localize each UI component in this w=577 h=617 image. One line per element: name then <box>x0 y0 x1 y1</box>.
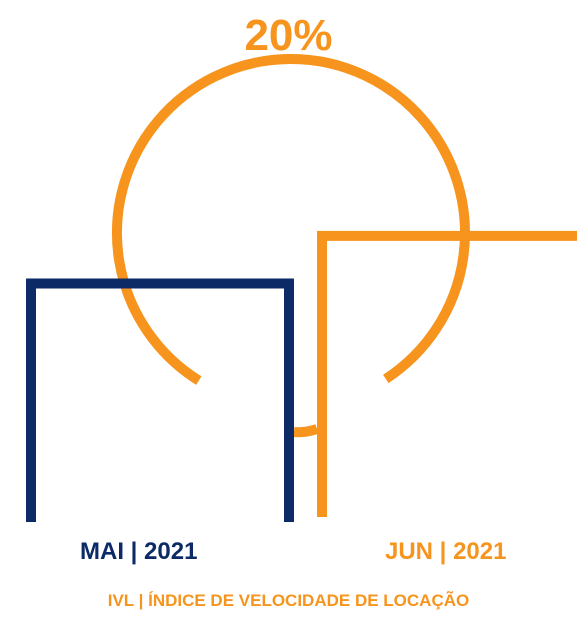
bar-mai-2021 <box>26 278 294 522</box>
growth-arc <box>111 54 470 385</box>
change-annotation: 20% <box>244 11 333 60</box>
bar-jun-2021 <box>317 230 577 517</box>
category-label-jun-2021: JUN | 2021 <box>385 538 507 565</box>
chart-title: IVL | ÍNDICE DE VELOCIDADE DE LOCAÇÃO <box>107 591 470 610</box>
growth-connector <box>293 424 319 438</box>
category-label-mai-2021: MAI | 2021 <box>80 538 198 565</box>
